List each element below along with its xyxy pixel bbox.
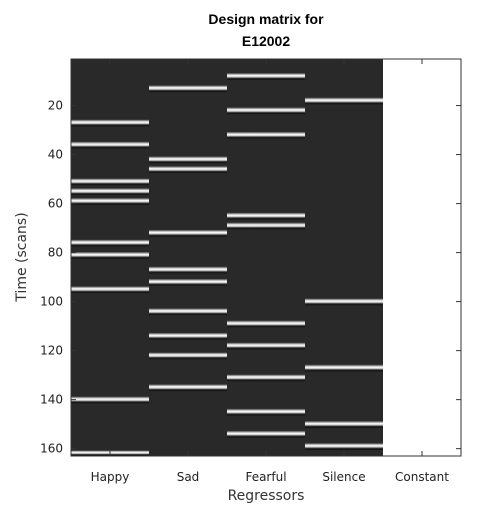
event-band-happy-8 xyxy=(71,286,150,294)
event-band-sad-5 xyxy=(149,266,228,274)
column-happy xyxy=(71,59,150,456)
x-axis-label: Regressors xyxy=(228,488,305,504)
event-band-fearful-10 xyxy=(227,430,306,438)
plot-frame xyxy=(70,58,462,457)
y-axis-label: Time (scans) xyxy=(14,212,30,302)
event-band-sad-7 xyxy=(149,308,228,316)
event-band-sad-2 xyxy=(149,156,228,164)
event-band-happy-6 xyxy=(71,239,150,247)
y-axis-ticks: 20 40 60 80 100 120 140 160 xyxy=(40,99,461,456)
event-band-happy-5 xyxy=(71,197,150,206)
y-tick-label-80: 80 xyxy=(48,246,63,260)
event-band-fearful-7 xyxy=(227,342,306,350)
plot-area xyxy=(71,59,462,456)
y-tick-label-20: 20 xyxy=(48,99,63,113)
event-band-silence-1 xyxy=(305,97,384,105)
chart-title-line-1: Design matrix for xyxy=(208,11,324,27)
column-background-fearful xyxy=(227,59,306,456)
event-band-sad-9 xyxy=(149,352,228,360)
event-band-sad-10 xyxy=(149,384,228,392)
event-band-silence-4 xyxy=(305,420,384,429)
event-band-fearful-1 xyxy=(227,72,306,81)
event-band-happy-1 xyxy=(71,119,150,127)
event-band-happy-3 xyxy=(71,178,150,186)
event-band-fearful-9 xyxy=(227,408,306,416)
event-band-fearful-2 xyxy=(227,107,306,115)
x-axis-ticks: Happy Sad Fearful Silence Constant xyxy=(91,59,449,484)
event-band-sad-3 xyxy=(149,165,228,174)
event-band-fearful-5 xyxy=(227,222,306,230)
x-tick-label-silence: Silence xyxy=(322,470,365,484)
x-tick-label-fearful: Fearful xyxy=(245,470,286,484)
column-background-constant xyxy=(383,59,462,456)
event-band-fearful-4 xyxy=(227,212,306,220)
event-band-happy-7 xyxy=(71,251,150,260)
event-band-happy-4 xyxy=(71,188,150,196)
x-tick-label-happy: Happy xyxy=(91,470,130,484)
event-band-silence-5 xyxy=(305,442,384,451)
column-background-silence xyxy=(305,59,384,456)
event-band-fearful-8 xyxy=(227,374,306,382)
event-band-fearful-3 xyxy=(227,131,306,140)
y-tick-label-160: 160 xyxy=(40,442,63,456)
x-tick-label-constant: Constant xyxy=(395,470,449,484)
y-tick-label-100: 100 xyxy=(40,295,63,309)
event-band-fearful-6 xyxy=(227,320,306,328)
event-band-sad-6 xyxy=(149,278,228,287)
column-fearful xyxy=(227,59,306,456)
y-tick-label-120: 120 xyxy=(40,344,63,358)
column-constant xyxy=(383,59,462,456)
event-band-silence-2 xyxy=(305,298,384,306)
chart-title-line-2: E12002 xyxy=(242,33,290,49)
column-silence xyxy=(305,59,384,456)
event-band-happy-2 xyxy=(71,141,150,149)
event-band-happy-9 xyxy=(71,396,150,404)
y-tick-label-40: 40 xyxy=(48,148,63,162)
x-tick-label-sad: Sad xyxy=(177,470,200,484)
column-background-sad xyxy=(149,59,228,456)
event-band-sad-1 xyxy=(149,85,228,93)
event-band-sad-4 xyxy=(149,229,228,238)
y-tick-label-60: 60 xyxy=(48,197,63,211)
y-tick-label-140: 140 xyxy=(40,393,63,407)
event-band-silence-3 xyxy=(305,364,384,372)
event-band-sad-8 xyxy=(149,332,228,340)
column-sad xyxy=(149,59,228,456)
